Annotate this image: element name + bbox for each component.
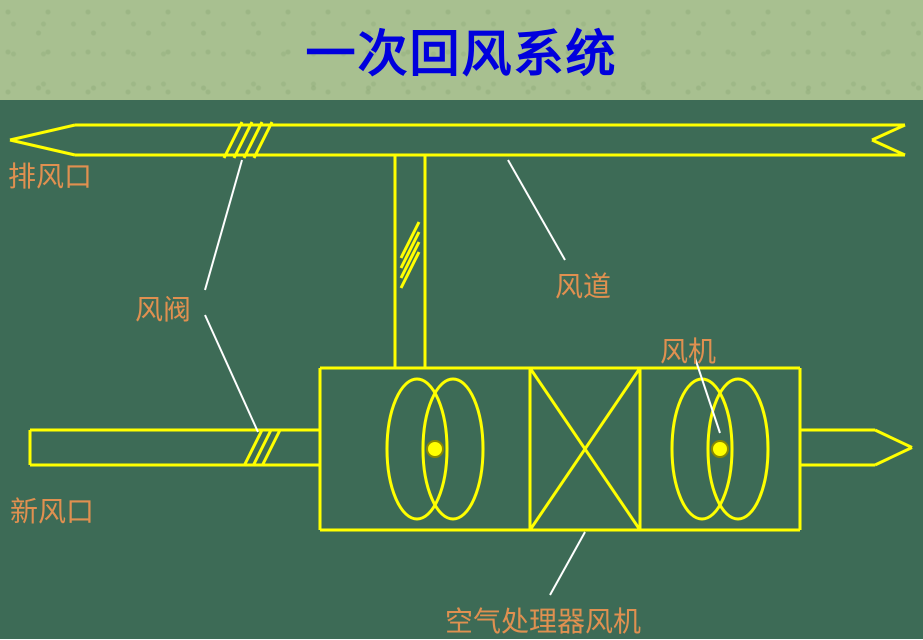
header: 一次回风系统 [0, 0, 923, 100]
label-damper: 风阀 [135, 288, 191, 328]
label-fan: 风机 [660, 330, 716, 370]
page-title: 一次回风系统 [306, 14, 618, 86]
label-ahu: 空气处理器风机 [445, 600, 641, 640]
label-duct: 风道 [555, 265, 611, 305]
label-exhaust: 排风口 [8, 155, 92, 195]
label-fresh: 新风口 [10, 490, 94, 530]
diagram-area: 排风口 风阀 风道 风机 新风口 空气处理器风机 [0, 100, 923, 639]
diagram-svg [0, 100, 923, 639]
